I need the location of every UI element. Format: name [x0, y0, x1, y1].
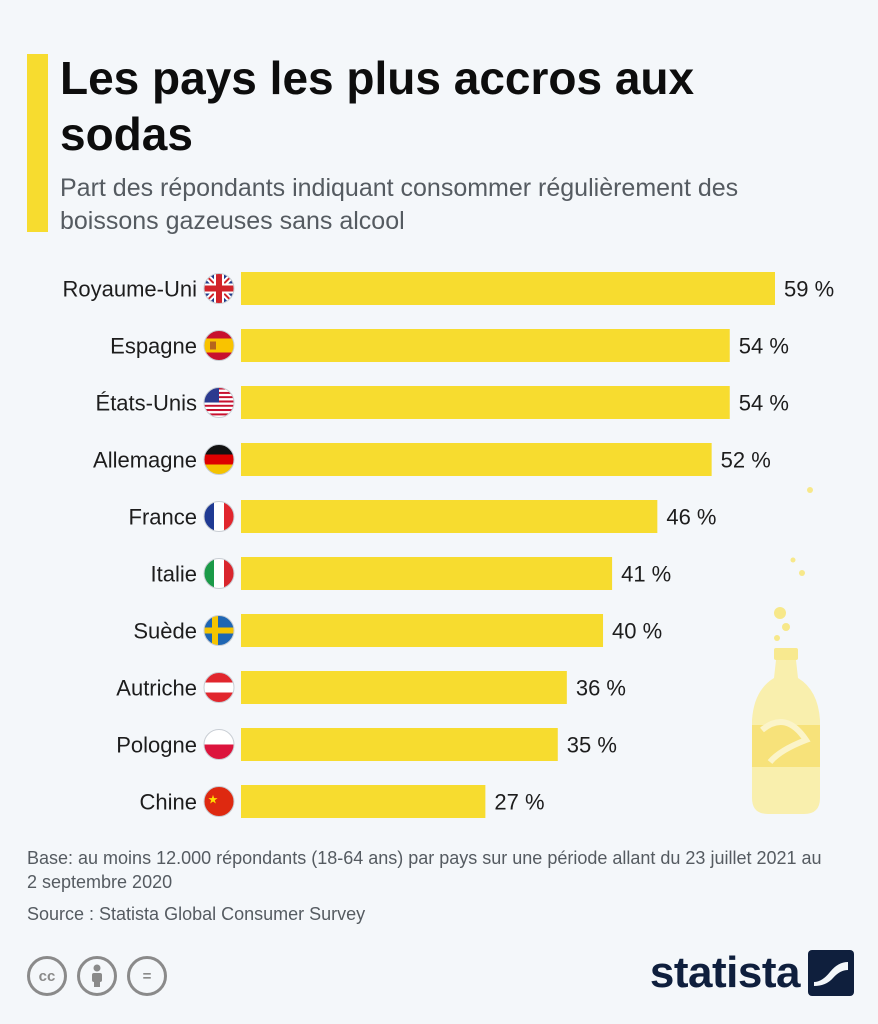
bar	[241, 272, 775, 305]
statista-logo[interactable]: statista	[650, 948, 854, 998]
bar	[241, 443, 712, 476]
brand-name: statista	[649, 948, 801, 997]
soda-bottle-illustration	[752, 487, 820, 814]
bar	[241, 500, 658, 533]
bar	[241, 728, 558, 761]
category-label: Allemagne	[93, 448, 197, 473]
chart-title: Les pays les plus accros aux sodas	[60, 52, 695, 160]
usa-flag-icon	[203, 387, 235, 418]
value-label: 54 %	[739, 334, 789, 359]
category-label: Autriche	[116, 676, 197, 701]
statista-logo-icon	[808, 950, 854, 996]
category-label: Italie	[151, 562, 197, 587]
sweden-flag-icon	[203, 615, 235, 646]
germany-flag-icon	[203, 444, 235, 475]
china-flag-icon: ★	[203, 786, 235, 817]
bar	[241, 785, 486, 818]
bar	[241, 386, 730, 419]
uk-flag-icon	[203, 273, 235, 304]
attribution-icon[interactable]	[77, 956, 117, 996]
category-label: Suède	[133, 619, 197, 644]
bar	[241, 614, 604, 647]
source-note: Source : Statista Global Consumer Survey	[27, 904, 366, 924]
italy-flag-icon	[203, 558, 235, 589]
category-label: Chine	[140, 790, 197, 815]
value-label: 36 %	[576, 676, 626, 701]
bar	[241, 671, 567, 704]
svg-text:★: ★	[208, 793, 219, 807]
category-label: France	[129, 505, 197, 530]
title-accent-bar	[27, 54, 48, 232]
survey-base-note: Base: au moins 12.000 répondants (18-64 …	[27, 848, 822, 892]
spain-flag-icon	[203, 330, 235, 361]
value-label: 35 %	[567, 733, 617, 758]
license-icons: cc =	[27, 956, 167, 996]
value-label: 27 %	[494, 790, 544, 815]
poland-flag-icon	[203, 729, 235, 760]
bar	[241, 557, 613, 590]
no-derivatives-icon[interactable]: =	[127, 956, 167, 996]
category-label: États-Unis	[96, 391, 197, 416]
category-label: Royaume-Uni	[63, 277, 198, 302]
chart-subtitle: Part des répondants indiquant consommer …	[60, 174, 739, 235]
bar	[241, 329, 730, 362]
value-label: 40 %	[612, 619, 662, 644]
value-label: 52 %	[721, 448, 771, 473]
category-label: Espagne	[110, 334, 197, 359]
value-label: 54 %	[739, 391, 789, 416]
category-label: Pologne	[116, 733, 197, 758]
value-label: 59 %	[784, 277, 834, 302]
france-flag-icon	[203, 501, 235, 532]
bar-chart: Royaume-Uni 59 % Espagne 54 % États-Unis 54 %…	[63, 272, 834, 818]
value-label: 41 %	[621, 562, 671, 587]
cc-icon[interactable]: cc	[27, 956, 67, 996]
austria-flag-icon	[203, 672, 235, 703]
value-label: 46 %	[666, 505, 716, 530]
